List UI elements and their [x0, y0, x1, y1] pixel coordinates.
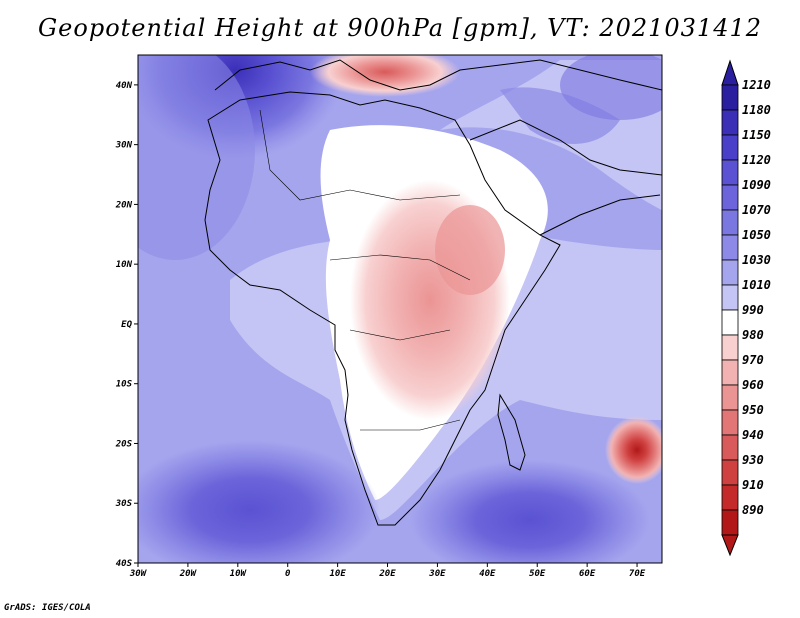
colorbar-swatch [721, 84, 739, 111]
grads-credit: GrADS: IGES/COLA [4, 603, 91, 613]
colorbar-level-label: 1180 [742, 103, 771, 117]
tropical-cyclone-low [605, 416, 662, 484]
colorbar-swatch [721, 209, 739, 236]
madagascar-coastline [497, 393, 526, 471]
longitude-ticks: 30W 20W 10W 0 10E 20E 30E 40E 50E 60E 70E [129, 563, 646, 579]
africa-coastline [204, 91, 561, 526]
colorbar-level-label: 910 [742, 478, 764, 492]
colorbar-level-label: 940 [742, 428, 764, 442]
colorbar-level-label: 890 [742, 503, 764, 517]
lon-tick-label: 30E [428, 569, 446, 579]
colorbar-swatch [721, 284, 739, 311]
lon-tick-label: 10W [230, 569, 248, 579]
lat-tick-label: 10S [116, 380, 133, 390]
colorbar-swatch [721, 184, 739, 211]
lat-tick-label: EQ [121, 320, 132, 330]
colorbar-level-label: 980 [742, 328, 764, 342]
colorbar-swatch [721, 334, 739, 361]
colorbar-swatch [721, 234, 739, 261]
colorbar-swatch [721, 384, 739, 411]
colorbar-swatch [721, 509, 739, 536]
plot-frame [137, 54, 663, 564]
colorbar-level-label: 1120 [742, 153, 771, 167]
lon-tick-label: 20W [179, 569, 198, 579]
colorbar-level-label: 1050 [742, 228, 771, 242]
colorbar-level-label: 1030 [742, 253, 771, 267]
atlantic-high-west [138, 55, 255, 260]
colorbar-level-label: 930 [742, 453, 764, 467]
colorbar-swatch [721, 259, 739, 286]
south-atlantic-high [138, 440, 380, 563]
colorbar-swatch [721, 359, 739, 386]
colorbar-swatch [721, 134, 739, 161]
height-field [138, 55, 662, 563]
ethiopia-low [435, 205, 505, 295]
arabia-coastline [469, 119, 662, 236]
lon-tick-label: 40E [479, 569, 496, 579]
lon-tick-label: 20E [378, 569, 396, 579]
europe-coastline [214, 59, 662, 91]
colorbar-swatch [721, 484, 739, 511]
south-indian-high [410, 460, 650, 563]
lat-tick-label: 10N [116, 260, 133, 270]
iran-high [500, 87, 620, 144]
colorbar-level-label: 1010 [742, 278, 771, 292]
lon-tick-label: 60E [579, 569, 596, 579]
lat-tick-label: 40S [116, 559, 133, 569]
lat-tick-label: 20S [115, 439, 133, 449]
colorbar-swatch [721, 109, 739, 136]
colorbar-swatch [721, 434, 739, 461]
country-borders [259, 109, 471, 431]
colorbar-level-label: 1210 [742, 78, 771, 92]
lat-tick-label: 20N [115, 200, 133, 210]
colorbar-swatch [721, 409, 739, 436]
lon-tick-label: 10E [329, 569, 346, 579]
colorbar-bottom-arrow [721, 534, 739, 557]
lon-tick-label: 70E [629, 569, 646, 579]
colorbar-swatch [721, 459, 739, 486]
colorbar-level-label: 970 [742, 353, 764, 367]
lat-tick-label: 40N [116, 81, 133, 91]
lon-tick-label: 30W [129, 569, 148, 579]
colorbar-top-arrow [721, 59, 739, 86]
lat-tick-label: 30N [115, 141, 133, 151]
lon-tick-label: 50E [529, 569, 546, 579]
colorbar-level-label: 1150 [742, 128, 771, 142]
latitude-ticks: 40N 30N 20N 10N EQ 10S 20S 30S 40S [115, 81, 138, 569]
colorbar-level-label: 1090 [742, 178, 771, 192]
lat-tick-label: 30S [115, 499, 133, 509]
colorbar-level-label: 960 [742, 378, 764, 392]
colorbar-level-label: 950 [742, 403, 764, 417]
colorbar-swatch [721, 309, 739, 336]
colorbar: 1210 1180 1150 1120 1090 1070 1050 1030 1010 990 9… [721, 59, 771, 557]
colorbar-level-label: 990 [742, 303, 764, 317]
colorbar-level-label: 1070 [742, 203, 771, 217]
colorbar-swatch [721, 159, 739, 186]
map-title: Geopotential Height at 900hPa [gpm], VT:… [38, 14, 762, 42]
lon-tick-label: 0 [285, 569, 291, 579]
